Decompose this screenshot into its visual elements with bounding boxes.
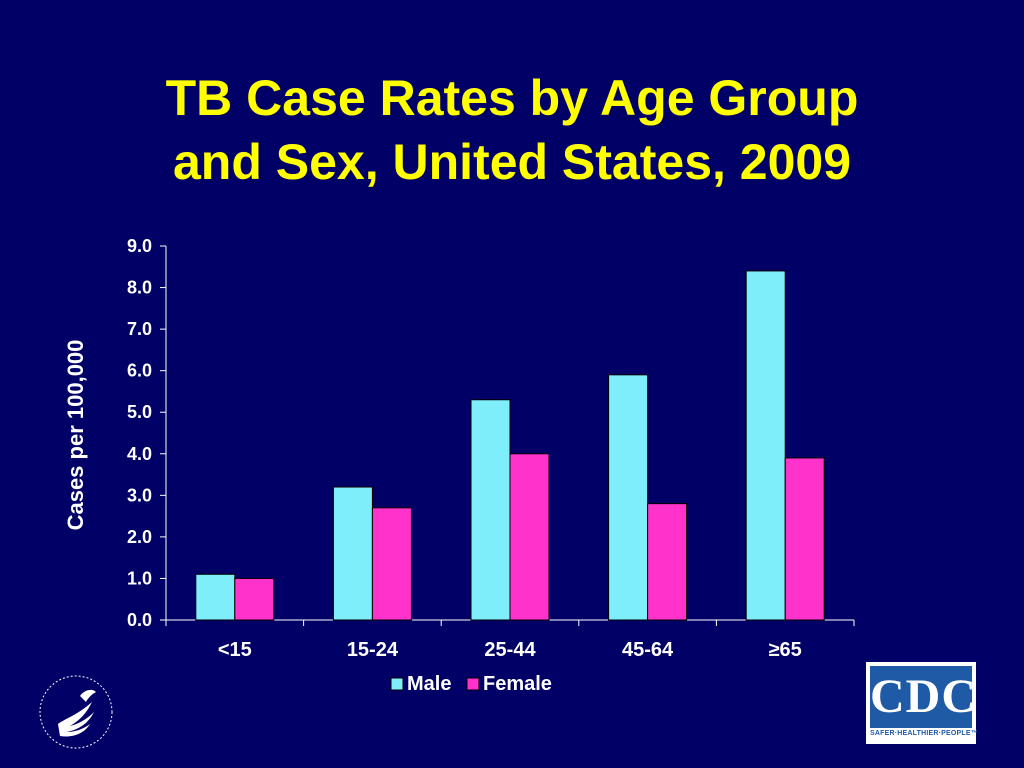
bar-male <box>332 486 373 621</box>
cdc-logo: CDC SAFER·HEALTHIER·PEOPLE™ <box>866 662 978 744</box>
y-tick-label: 8.0 <box>127 278 152 298</box>
y-tick-label: 1.0 <box>127 568 152 588</box>
cdc-logo-letters: CDC <box>870 670 972 723</box>
bar-female <box>371 507 412 621</box>
legend-swatch-male <box>390 677 404 691</box>
legend-swatch-female <box>466 677 480 691</box>
cdc-logo-mark: CDC <box>870 666 972 728</box>
chart-legend: Male Female <box>390 673 552 695</box>
y-tick-label: 5.0 <box>127 402 152 422</box>
cdc-logo-tagline: SAFER·HEALTHIER·PEOPLE™ <box>870 730 978 737</box>
x-tick-label: 15-24 <box>347 639 399 661</box>
title-line-2: and Sex, United States, 2009 <box>172 134 852 190</box>
legend-label-female: Female <box>483 673 552 695</box>
bar-male <box>195 573 236 621</box>
y-tick-label: 0.0 <box>127 610 152 630</box>
y-tick-label: 9.0 <box>127 236 152 256</box>
x-tick-label: 25-44 <box>484 639 536 661</box>
chart-bars <box>195 270 825 621</box>
hhs-eagle-icon <box>39 675 113 749</box>
slide-title: TB Case Rates by Age Group and Sex, Unit… <box>0 66 1024 194</box>
bar-female <box>784 457 825 621</box>
bar-female <box>234 577 275 621</box>
y-tick-label: 3.0 <box>127 485 152 505</box>
y-tick-label: 2.0 <box>127 527 152 547</box>
x-tick-label: <15 <box>218 639 252 661</box>
bar-female <box>647 503 688 621</box>
bar-female <box>509 453 550 621</box>
x-tick-label: ≥65 <box>769 639 802 661</box>
x-tick-label: 45-64 <box>622 639 674 661</box>
y-tick-label: 7.0 <box>127 319 152 339</box>
hhs-seal-logo <box>36 672 116 752</box>
legend-label-male: Male <box>407 673 451 695</box>
bar-male <box>608 374 649 621</box>
chart-labels: 0.0 1.0 2.0 3.0 4.0 5.0 6.0 7.0 8.0 9.0 Cases per … <box>63 236 802 661</box>
y-tick-label: 4.0 <box>127 444 152 464</box>
bar-male <box>745 270 786 621</box>
y-tick-label: 6.0 <box>127 361 152 381</box>
y-axis-title: Cases per 100,000 <box>63 340 88 531</box>
title-line-1: TB Case Rates by Age Group <box>165 70 859 126</box>
bar-male <box>470 399 511 621</box>
